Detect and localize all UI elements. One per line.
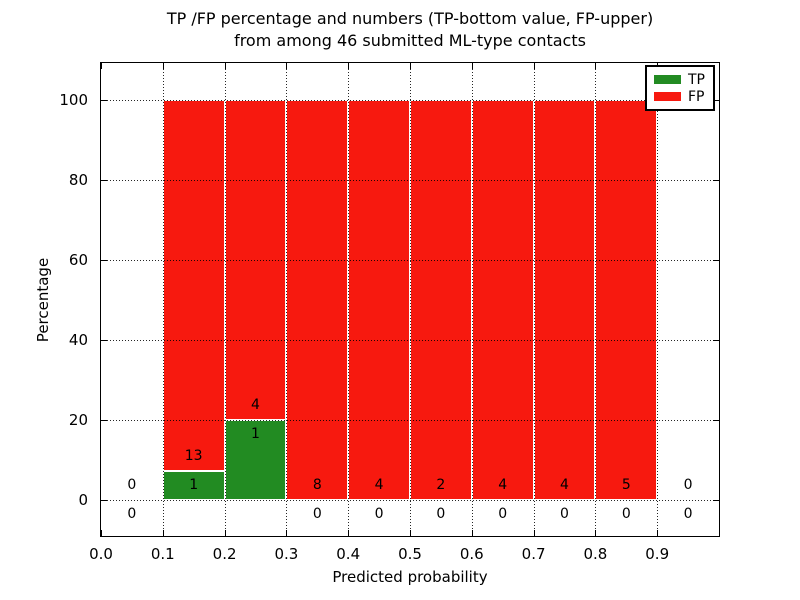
y-tick-label: 20	[68, 411, 88, 429]
x-tick-top	[595, 63, 597, 69]
legend-label-fp: FP	[688, 88, 705, 105]
x-tick-label: 0.0	[89, 545, 113, 563]
tp-count-label: 0	[436, 505, 446, 522]
y-axis-label: Percentage	[34, 257, 52, 343]
x-tick-top	[533, 63, 535, 69]
fp-bar	[410, 100, 472, 500]
fp-count-label: 4	[374, 477, 384, 493]
y-tick-left	[101, 180, 107, 181]
x-tick-label: 0.6	[459, 545, 484, 563]
fp-count-label: 4	[251, 397, 260, 413]
tp-count-label: 0	[374, 505, 384, 522]
fp-bar	[162, 100, 225, 472]
x-tick-label: 0.7	[521, 545, 546, 563]
y-tick-left	[101, 420, 107, 421]
tp-count-label: 0	[312, 505, 322, 522]
x-tick-top	[224, 63, 226, 69]
legend-label-tp: TP	[688, 71, 705, 88]
fp-count-label: 8	[312, 477, 322, 493]
x-tick-bottom	[471, 530, 473, 536]
v-gridline	[224, 63, 226, 536]
v-gridline	[533, 63, 535, 536]
tp-count-label: 0	[683, 505, 693, 522]
x-tick-bottom	[533, 530, 535, 536]
y-tick-label: 100	[59, 91, 88, 109]
v-gridline	[471, 63, 473, 536]
tp-count-label: 0	[621, 505, 631, 522]
y-tick-left	[101, 100, 107, 101]
fp-bar	[533, 100, 596, 500]
fp-bar	[471, 100, 534, 500]
fp-bar	[286, 100, 349, 500]
y-tick-left	[101, 500, 107, 501]
y-tick-label: 40	[68, 331, 88, 349]
x-tick-top	[101, 63, 102, 69]
fp-count-label: 2	[436, 477, 446, 493]
fp-bar	[348, 100, 410, 500]
v-gridline	[348, 63, 350, 536]
v-gridline	[162, 63, 164, 536]
tp-count-label: 1	[189, 477, 199, 494]
legend: TP FP	[645, 65, 715, 111]
y-tick-label: 80	[68, 171, 88, 189]
y-tick-right	[713, 500, 719, 501]
tp-count-label: 0	[498, 505, 508, 522]
x-tick-top	[348, 63, 350, 69]
x-tick-top	[410, 63, 411, 69]
y-tick-label: 0	[78, 491, 88, 509]
fp-bar	[595, 100, 658, 500]
x-tick-bottom	[101, 530, 102, 536]
fp-count-label: 4	[498, 477, 508, 493]
fp-count-label: 5	[621, 477, 631, 493]
tp-count-label: 1	[251, 425, 260, 442]
x-tick-top	[286, 63, 288, 69]
fp-count-label: 13	[184, 448, 203, 465]
x-tick-top	[162, 63, 164, 69]
chart-title: TP /FP percentage and numbers (TP-bottom…	[100, 8, 720, 52]
y-tick-label: 60	[68, 251, 88, 269]
x-tick-label: 0.5	[398, 545, 422, 563]
chart-title-line2: from among 46 submitted ML-type contacts	[234, 31, 586, 50]
x-axis-label: Predicted probability	[332, 568, 488, 586]
x-tick-label: 0.8	[583, 545, 608, 563]
y-tick-left	[101, 260, 107, 261]
x-tick-bottom	[657, 530, 659, 536]
y-tick-right	[713, 340, 719, 341]
x-tick-bottom	[410, 530, 411, 536]
v-gridline	[657, 63, 659, 536]
x-tick-label: 0.1	[150, 545, 175, 563]
x-tick-label: 0.2	[212, 545, 237, 563]
fp-swatch-icon	[654, 92, 681, 101]
tp-count-label: 0	[560, 505, 569, 522]
tp-swatch-icon	[654, 75, 681, 84]
x-tick-label: 0.3	[274, 545, 299, 563]
v-gridline	[286, 63, 288, 536]
tp-count-label: 0	[127, 505, 137, 522]
x-tick-bottom	[286, 530, 288, 536]
fp-count-label: 4	[560, 477, 569, 493]
tp-bar	[162, 471, 225, 500]
chart-title-line1: TP /FP percentage and numbers (TP-bottom…	[166, 9, 654, 28]
x-tick-bottom	[162, 530, 164, 536]
fp-count-label: 0	[683, 477, 693, 493]
y-tick-right	[713, 100, 719, 101]
x-tick-label: 0.9	[645, 545, 670, 563]
x-tick-label: 0.4	[336, 545, 361, 563]
y-tick-right	[713, 180, 719, 181]
v-gridline	[595, 63, 597, 536]
y-tick-right	[713, 260, 719, 261]
fp-count-label: 0	[127, 477, 137, 493]
legend-item-fp: FP	[654, 90, 706, 104]
x-tick-top	[471, 63, 473, 69]
y-tick-right	[713, 420, 719, 421]
plot-area: 0 0 13 1 4 1 8 0 4 0 2 0 4 0 4 0 5 0 0 0	[100, 62, 720, 537]
v-gridline	[410, 63, 411, 536]
x-tick-bottom	[595, 530, 597, 536]
x-tick-bottom	[224, 530, 226, 536]
x-tick-bottom	[348, 530, 350, 536]
legend-item-tp: TP	[654, 73, 706, 87]
y-tick-left	[101, 340, 107, 341]
